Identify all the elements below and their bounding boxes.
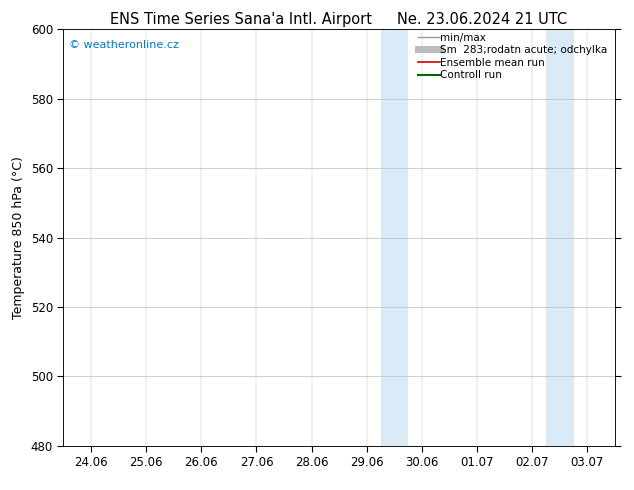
Y-axis label: Temperature 850 hPa (°C): Temperature 850 hPa (°C) (12, 156, 25, 319)
Bar (560, 29, 574, 446)
Legend: min/max, Sm  283;rodatn acute; odchylka, Ensemble mean run, Controll run: min/max, Sm 283;rodatn acute; odchylka, … (418, 32, 612, 80)
Text: ENS Time Series Sana'a Intl. Airport: ENS Time Series Sana'a Intl. Airport (110, 12, 372, 27)
Bar (394, 29, 408, 446)
Bar (546, 29, 560, 446)
Text: Ne. 23.06.2024 21 UTC: Ne. 23.06.2024 21 UTC (397, 12, 567, 27)
Text: © weatheronline.cz: © weatheronline.cz (69, 40, 179, 50)
Bar (380, 29, 394, 446)
